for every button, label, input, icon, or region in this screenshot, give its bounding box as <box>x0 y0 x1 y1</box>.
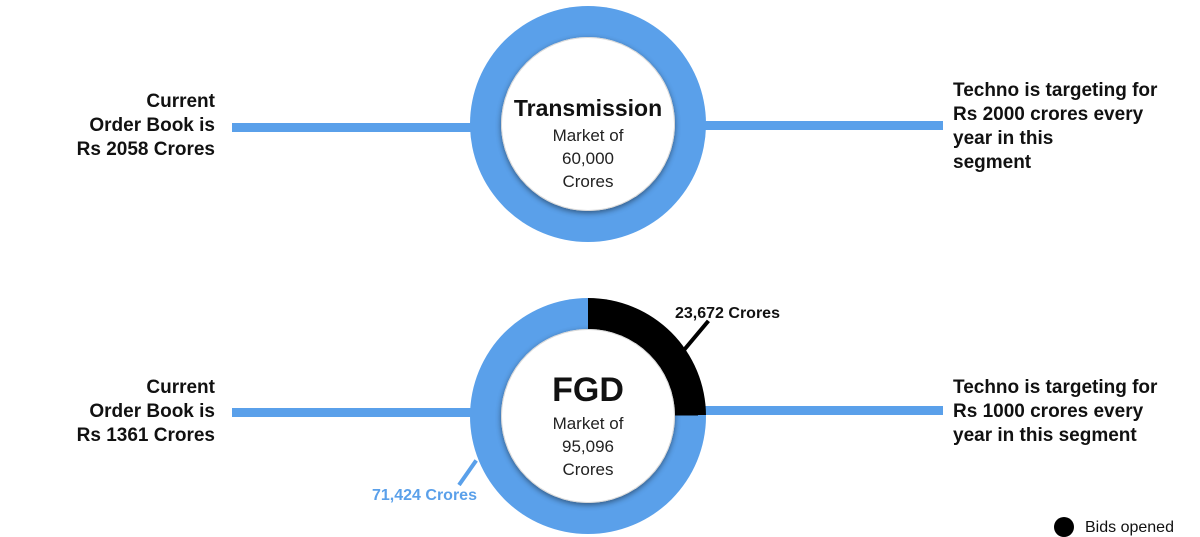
fgd-right-connector <box>700 406 943 415</box>
transmission-order-book-text: Current Order Book is Rs 2058 Crores <box>76 91 215 160</box>
fgd-market-unit: Crores <box>562 460 614 479</box>
transmission-title: Transmission <box>513 95 663 121</box>
transmission-right-connector <box>700 121 943 130</box>
legend-bids-opened-swatch <box>1054 517 1074 537</box>
transmission-left-connector <box>232 123 476 132</box>
fgd-remaining-label: 71,424 Crores <box>372 487 477 504</box>
transmission-market-unit: Crores <box>562 172 614 191</box>
fgd-left-connector <box>232 408 476 417</box>
transmission-market-value: 60,000 <box>562 149 614 168</box>
fgd-market-label: Market of <box>552 414 624 433</box>
legend-bids-opened-label: Bids opened <box>1085 519 1174 536</box>
fgd-title: FGD <box>552 371 624 409</box>
fgd-remaining-leader <box>457 459 478 487</box>
fgd-ring-center: FGD Market of 95,096 Crores <box>501 329 675 503</box>
fgd-bids-opened-label: 23,672 Crores <box>675 305 780 322</box>
fgd-market-value: 95,096 <box>562 437 614 456</box>
transmission-ring-center: Transmission Market of 60,000 Crores <box>501 37 675 211</box>
fgd-bids-opened-leader <box>682 319 710 352</box>
transmission-target-text: Techno is targeting for Rs 2000 crores e… <box>953 80 1158 173</box>
transmission-market-label: Market of <box>552 126 624 145</box>
fgd-order-book-text: Current Order Book is Rs 1361 Crores <box>76 377 215 446</box>
fgd-target-text: Techno is targeting for Rs 1000 crores e… <box>953 377 1158 446</box>
